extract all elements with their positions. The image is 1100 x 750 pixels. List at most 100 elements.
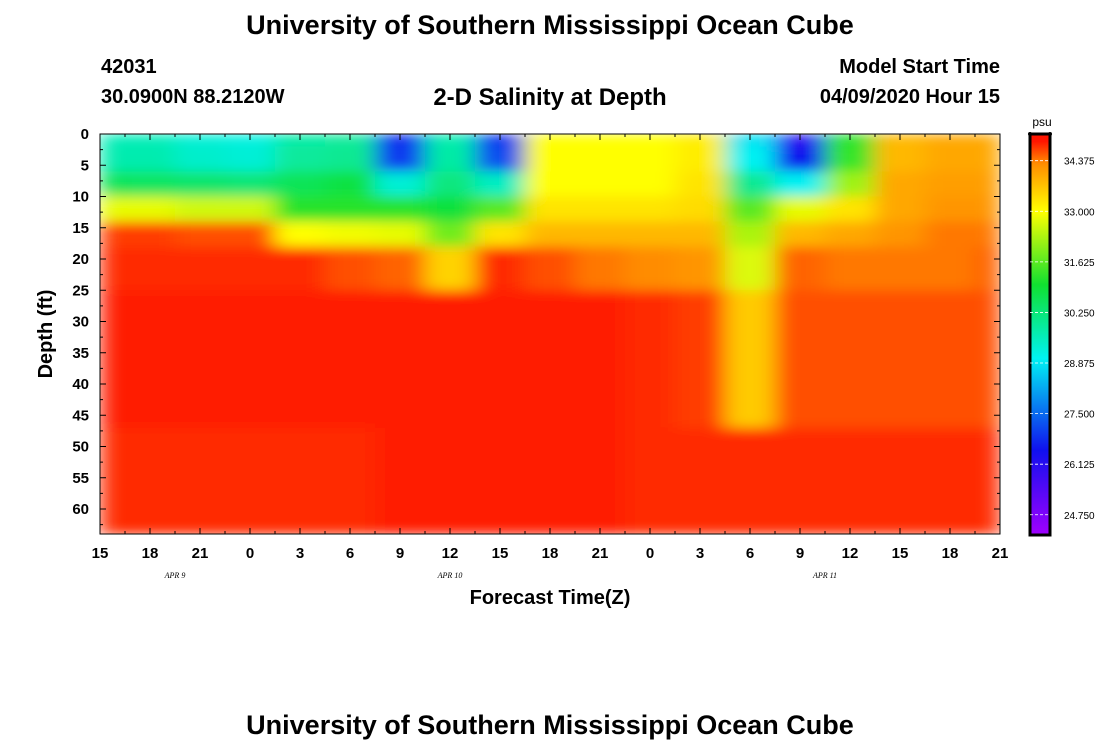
heatmap-cell — [275, 171, 326, 198]
y-tick-label: 10 — [72, 189, 89, 206]
heatmap-cell — [925, 146, 976, 173]
heatmap-cell — [125, 290, 176, 429]
heatmap-cell — [875, 134, 926, 148]
x-tick-label: 18 — [142, 545, 159, 562]
colorbar-tick-label: 26.125 — [1064, 460, 1095, 471]
heatmap-cell — [575, 134, 626, 148]
heatmap-cell — [575, 246, 626, 291]
heatmap-cell — [325, 427, 376, 534]
heatmap-cell — [475, 146, 526, 173]
heatmap-cell — [825, 427, 876, 534]
heatmap-cell — [125, 246, 176, 291]
heatmap-cell — [775, 146, 826, 173]
heatmap-cell — [325, 290, 376, 429]
heatmap-cell — [125, 146, 176, 173]
y-tick-label: 60 — [72, 501, 89, 518]
heatmap-cell — [275, 427, 326, 534]
colorbar-tick-label: 30.250 — [1064, 308, 1095, 319]
heatmap-cell — [625, 290, 676, 429]
heatmap-cell — [875, 246, 926, 291]
heatmap-cell — [525, 146, 576, 173]
heatmap-cell — [725, 221, 776, 248]
heatmap-cell — [225, 427, 276, 534]
heatmap-cell — [875, 221, 926, 248]
heatmap-cell — [675, 427, 726, 534]
heatmap-cell — [175, 196, 226, 223]
heatmap-cell — [525, 246, 576, 291]
model-start-label: Model Start Time — [839, 56, 1000, 78]
heatmap-cell — [825, 221, 876, 248]
station-coordinates: 30.0900N 88.2120W — [101, 86, 285, 108]
colorbar-tick-label: 28.875 — [1064, 359, 1095, 370]
heatmap-cell — [375, 427, 426, 534]
heatmap-cell — [875, 427, 926, 534]
heatmap-cell — [125, 221, 176, 248]
heatmap-cell — [525, 427, 576, 534]
heatmap-cell — [125, 196, 176, 223]
heatmap-cell — [100, 146, 126, 173]
heatmap-cell — [425, 146, 476, 173]
heatmap-cell — [975, 146, 1000, 173]
colorbar-tick-label: 24.750 — [1064, 511, 1095, 522]
heatmap-cell — [275, 290, 326, 429]
heatmap-cell — [575, 171, 626, 198]
heatmap-cell — [100, 246, 126, 291]
heatmap-cells — [100, 134, 1000, 534]
heatmap-cell — [975, 246, 1000, 291]
colorbar-ticks: 34.375 33.000 31.625 30.250 28.875 27.500 26.1… — [1028, 132, 1095, 522]
heatmap-cell — [525, 221, 576, 248]
heatmap-cell — [675, 134, 726, 148]
heatmap-cell — [675, 290, 726, 429]
heatmap-cell — [375, 290, 426, 429]
heatmap-cell — [575, 146, 626, 173]
heatmap-cell — [775, 427, 826, 534]
heatmap-cell — [725, 427, 776, 534]
heatmap-cell — [225, 146, 276, 173]
heatmap-cell — [325, 171, 376, 198]
heatmap-cell — [575, 427, 626, 534]
heatmap-cell — [175, 290, 226, 429]
x-tick-label: 0 — [246, 545, 254, 562]
heatmap-cell — [100, 221, 126, 248]
y-tick-label: 25 — [72, 282, 89, 299]
page-title: University of Southern Mississippi Ocean… — [246, 10, 854, 40]
heatmap-cell — [375, 146, 426, 173]
heatmap-cell — [175, 427, 226, 534]
heatmap-cell — [475, 134, 526, 148]
y-tick-label: 45 — [72, 407, 89, 424]
heatmap-cell — [975, 134, 1000, 148]
y-tick-label: 30 — [72, 314, 89, 331]
heatmap-cell — [575, 196, 626, 223]
heatmap-cell — [925, 221, 976, 248]
y-tick-label: 50 — [72, 439, 89, 456]
heatmap-cell — [875, 171, 926, 198]
heatmap-cell — [975, 221, 1000, 248]
heatmap-cell — [475, 221, 526, 248]
heatmap-cell — [425, 221, 476, 248]
station-id: 42031 — [101, 56, 157, 78]
heatmap-cell — [825, 134, 876, 148]
heatmap-cell — [475, 196, 526, 223]
plot-title: 2-D Salinity at Depth — [433, 84, 667, 111]
heatmap-cell — [475, 246, 526, 291]
heatmap-cell — [575, 221, 626, 248]
colorbar: psu 34.375 33.000 31.625 30.250 28.875 27.500… — [1028, 115, 1095, 537]
heatmap-cell — [225, 246, 276, 291]
heatmap-cell — [100, 427, 126, 534]
y-tick-label: 35 — [72, 345, 89, 362]
heatmap-cell — [125, 427, 176, 534]
heatmap-cell — [825, 196, 876, 223]
x-axis-label: Forecast Time(Z) — [470, 587, 631, 609]
heatmap-cell — [375, 134, 426, 148]
heatmap-cell — [775, 196, 826, 223]
x-date-label: APR 10 — [437, 571, 463, 580]
heatmap-cell — [375, 171, 426, 198]
x-tick-label: 9 — [796, 545, 804, 562]
heatmap-cell — [725, 246, 776, 291]
heatmap-cell — [675, 196, 726, 223]
heatmap-cell — [100, 134, 126, 148]
x-tick-label: 15 — [892, 545, 909, 562]
heatmap-cell — [725, 171, 776, 198]
heatmap-cell — [525, 134, 576, 148]
heatmap-cell — [325, 246, 376, 291]
